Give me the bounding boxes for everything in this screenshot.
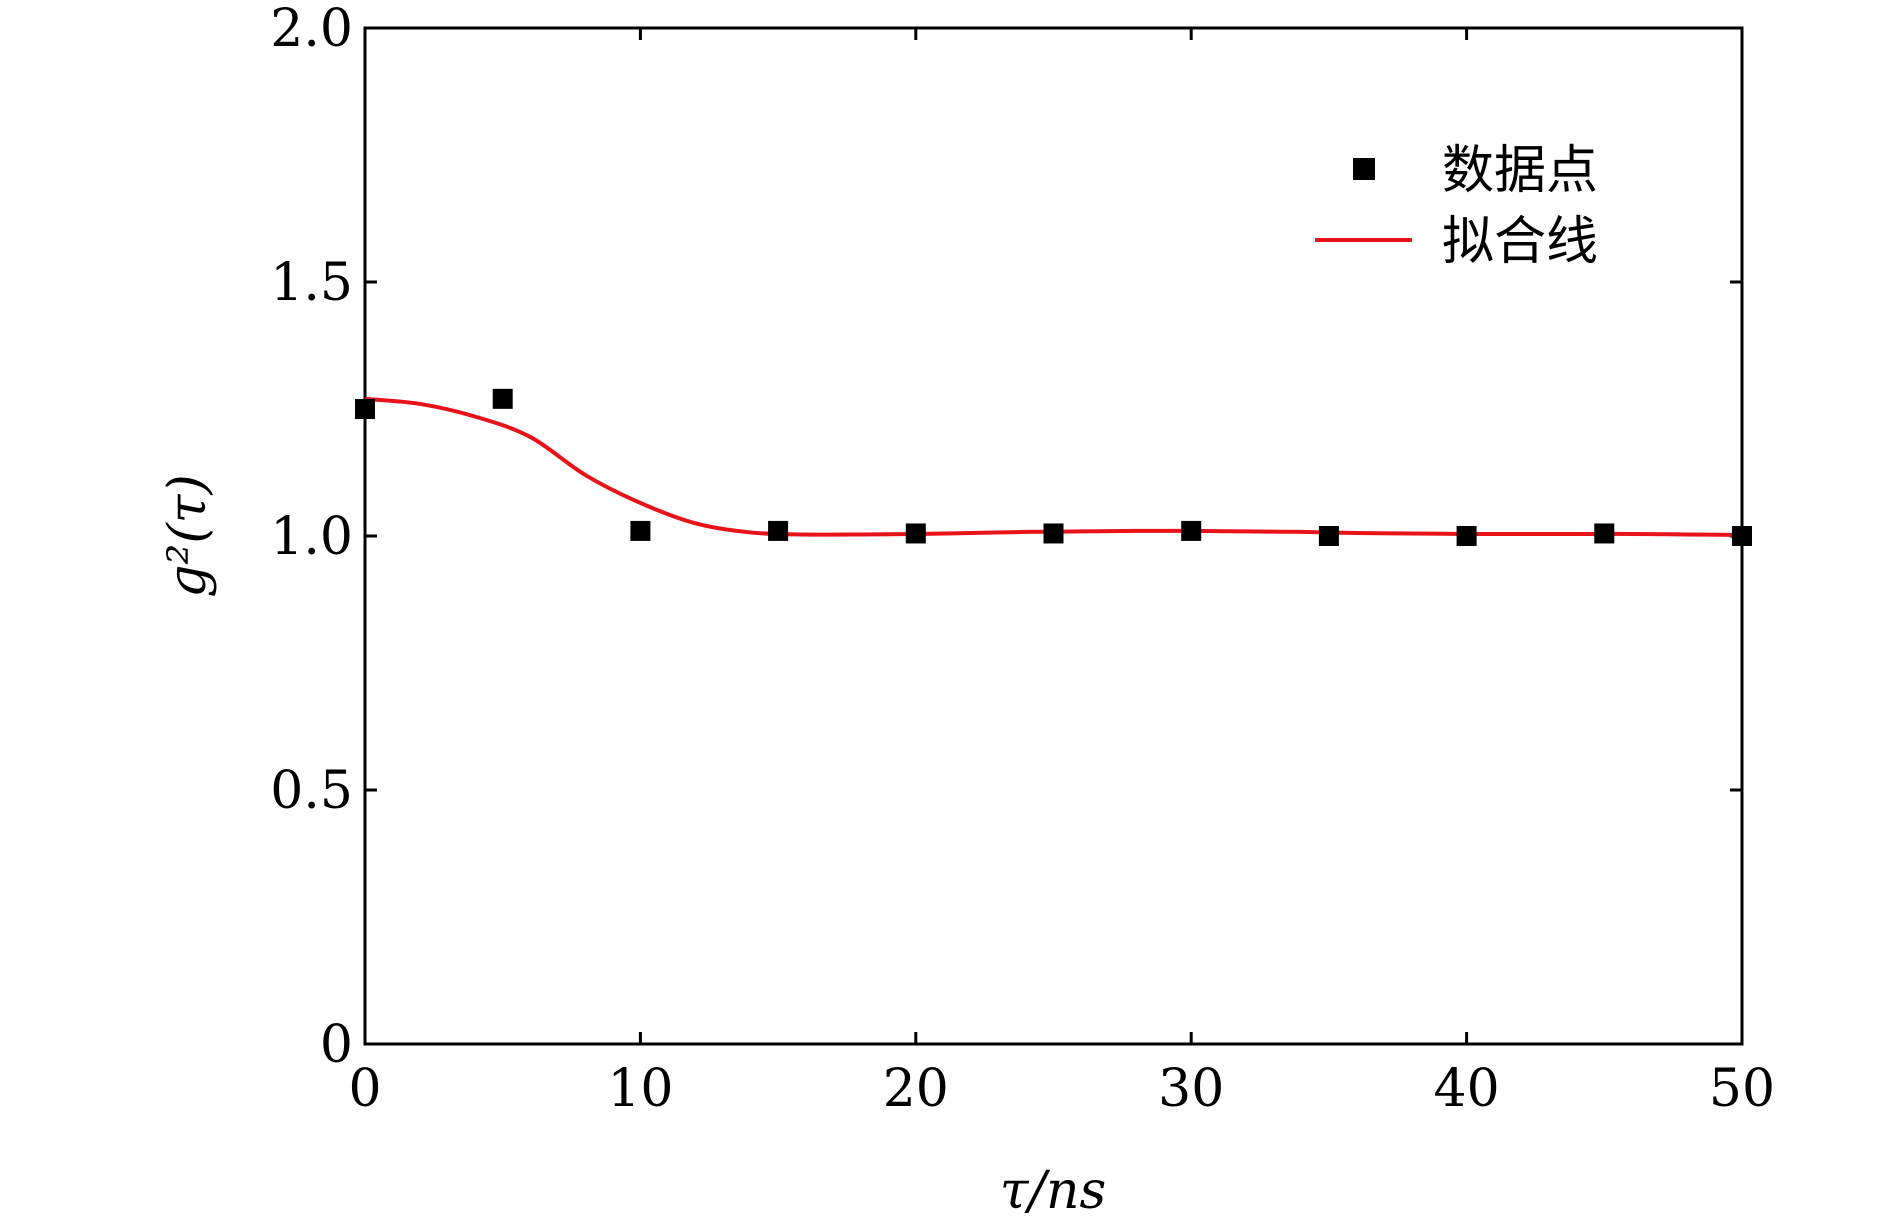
y-tick-label: 1.5 xyxy=(270,253,353,313)
data-point xyxy=(1594,523,1615,544)
x-tick-label: 0 xyxy=(348,1059,381,1119)
data-point xyxy=(905,523,926,544)
data-point xyxy=(630,520,651,541)
y-tick-label: 2.0 xyxy=(270,0,353,59)
y-tick-label: 1.0 xyxy=(270,507,353,567)
x-axis-ticks: 0 10 20 30 40 50 xyxy=(348,28,1775,1119)
fit-line xyxy=(364,396,1743,537)
data-point xyxy=(1043,523,1064,544)
plot-area xyxy=(355,388,1752,546)
y-axis-label: g²(τ) xyxy=(158,474,218,597)
legend-marker-data-points xyxy=(1353,158,1375,180)
x-tick-label: 40 xyxy=(1434,1059,1500,1119)
x-tick-label: 20 xyxy=(883,1059,949,1119)
x-axis-label: τ/ns xyxy=(1000,1161,1106,1221)
data-point xyxy=(1318,526,1339,546)
legend-label-fit: 拟合线 xyxy=(1442,212,1598,272)
legend-label-data-points: 数据点 xyxy=(1442,141,1598,201)
x-tick-label: 50 xyxy=(1709,1059,1775,1119)
data-point xyxy=(1181,520,1202,541)
data-point xyxy=(492,388,513,409)
x-tick-label: 30 xyxy=(1158,1059,1224,1119)
data-point xyxy=(1456,526,1477,546)
x-tick-label: 10 xyxy=(607,1059,673,1119)
data-point xyxy=(1732,526,1752,546)
data-point xyxy=(355,399,375,419)
y-axis-ticks: 0 0.5 1.0 1.5 2.0 xyxy=(270,0,1742,1075)
y-tick-label: 0 xyxy=(320,1015,353,1075)
data-point xyxy=(768,520,789,541)
y-tick-label: 0.5 xyxy=(270,761,353,821)
legend: 数据点 拟合线 xyxy=(1315,141,1598,272)
